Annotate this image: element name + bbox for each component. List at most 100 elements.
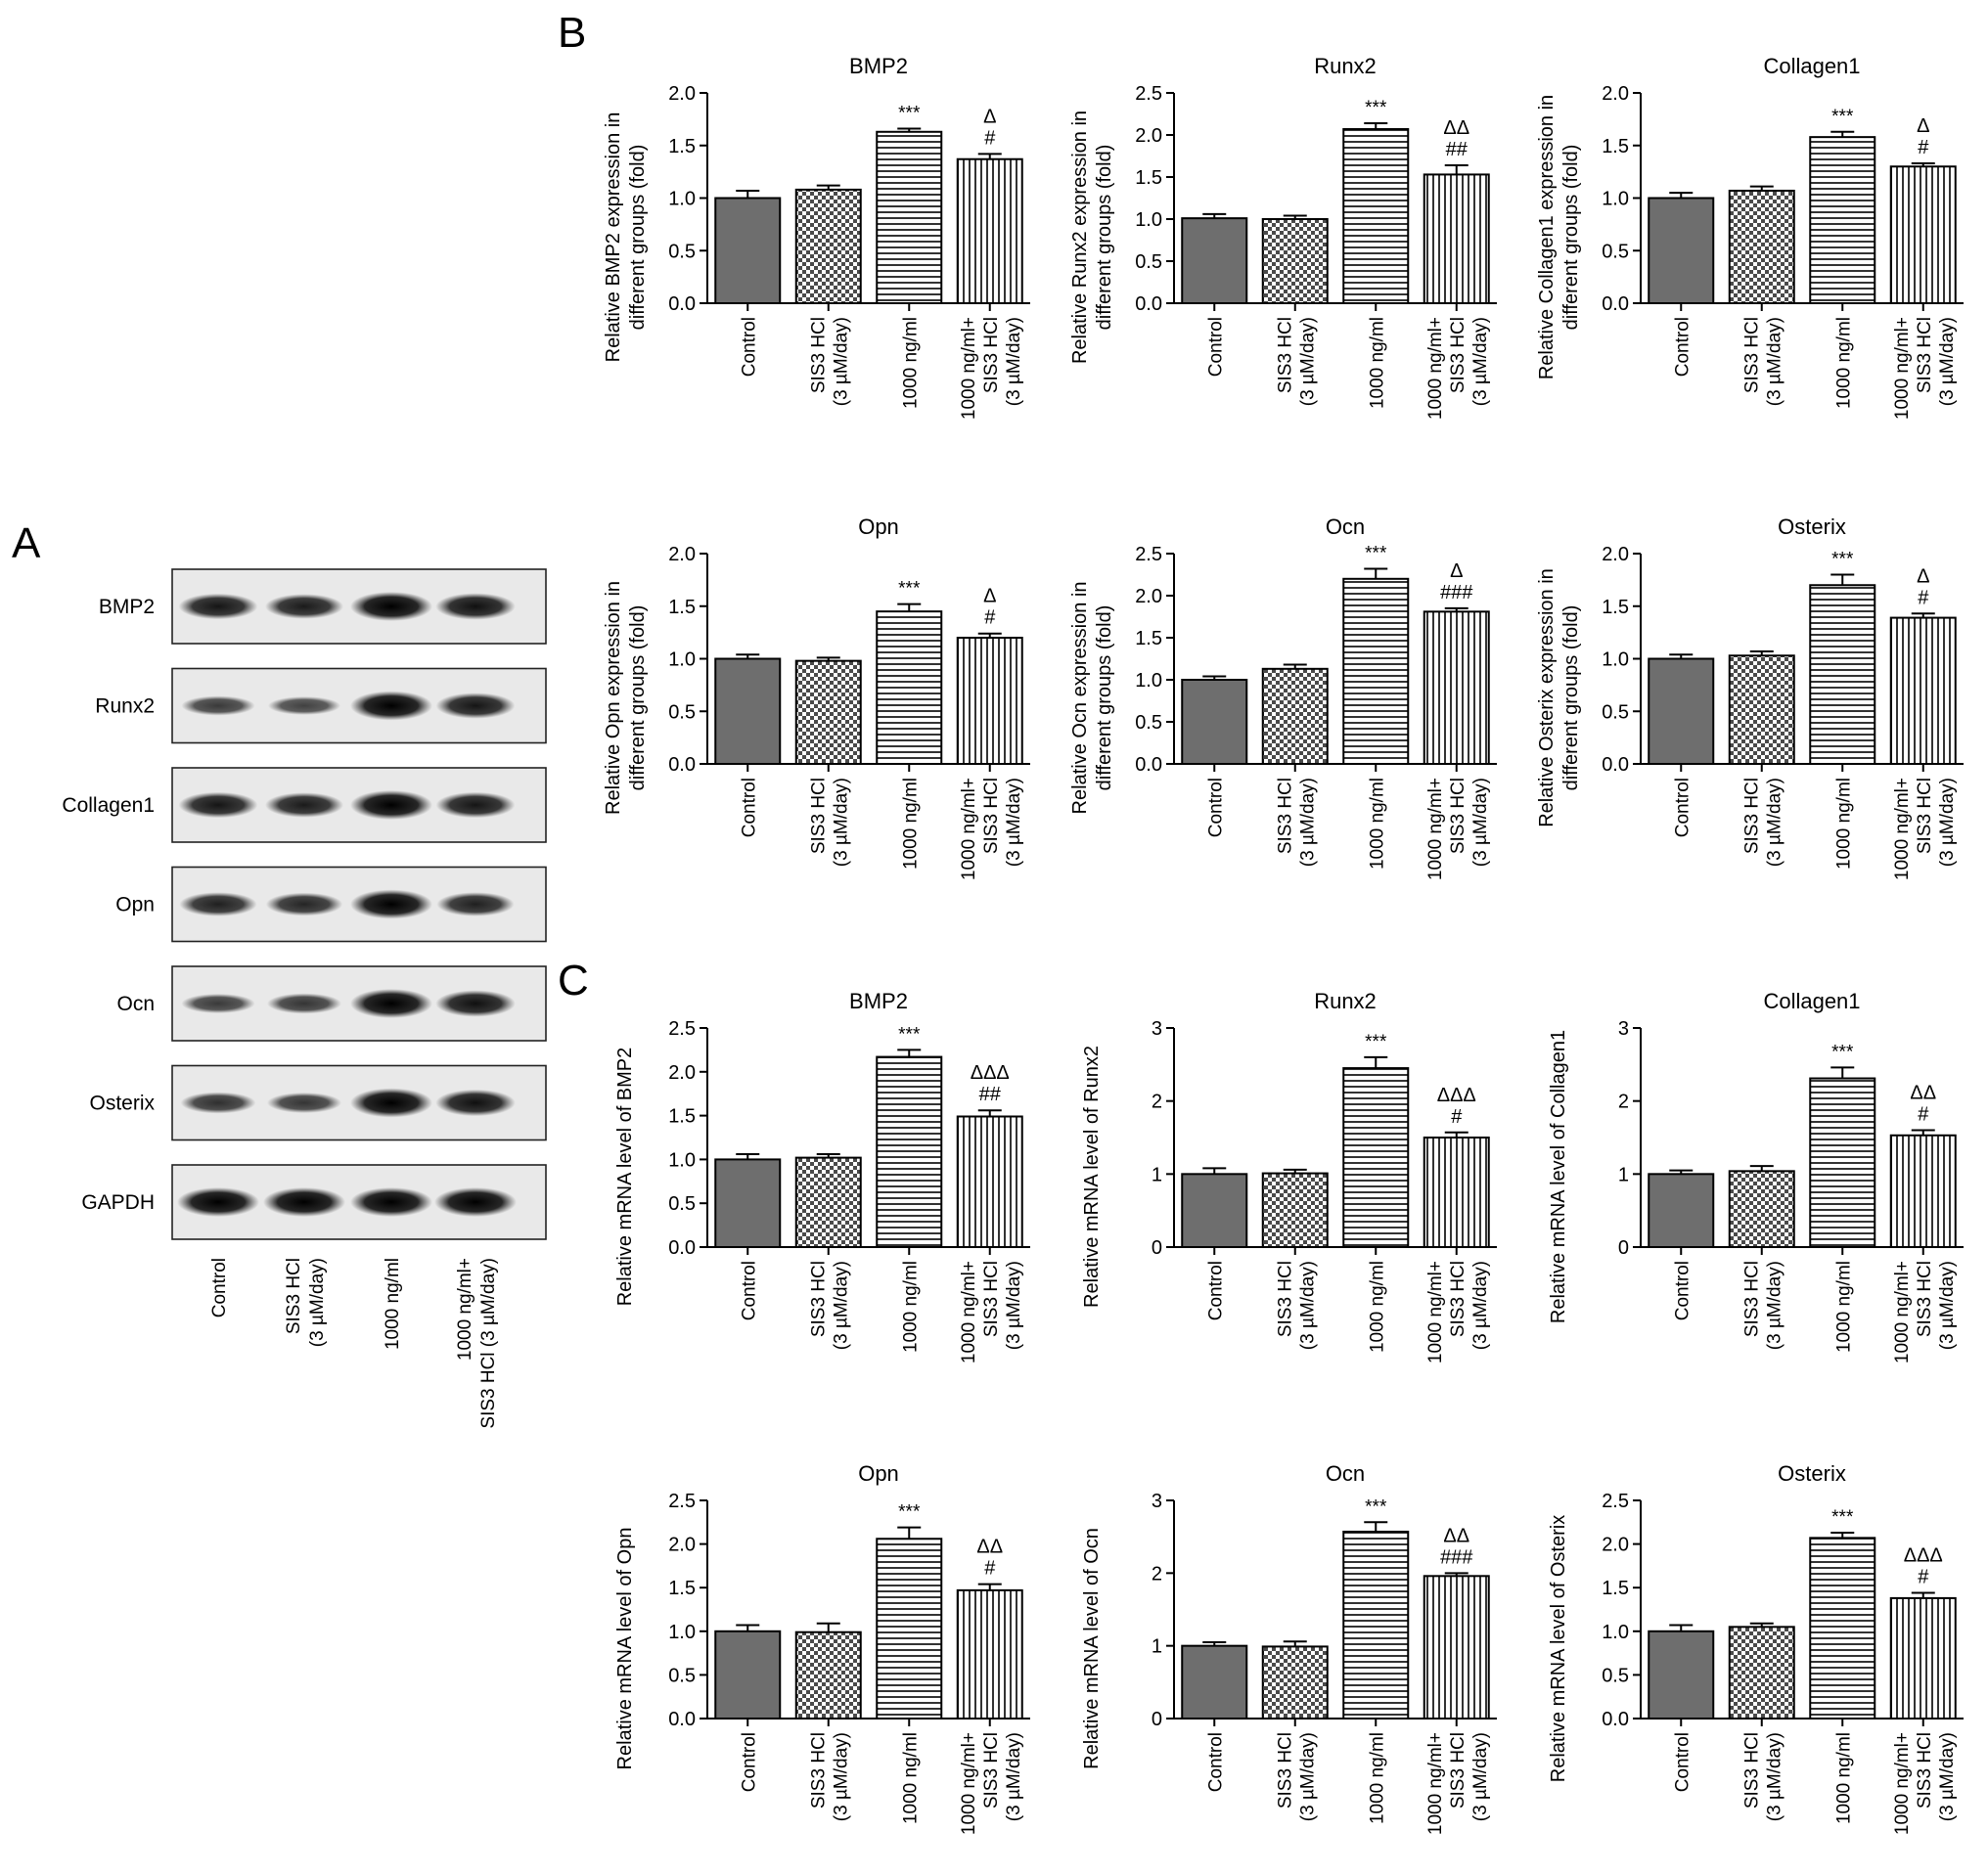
y-tick-label: 0: [1618, 1237, 1629, 1259]
bar: [1181, 1173, 1248, 1249]
y-tick-label: 2.5: [668, 1491, 696, 1512]
svg-text:1000 ng/ml: 1000 ng/ml: [900, 1261, 921, 1353]
x-tick-label: Control: [739, 1261, 759, 1320]
bar: [1728, 1170, 1795, 1249]
svg-text:1000 ng/ml+SIS3 HCl(3 µM/day): 1000 ng/ml+ SIS3 HCl (3 µM/day): [959, 1261, 1024, 1363]
svg-text:Relative Collagen1 expression: Relative Collagen1 expression in differen…: [1536, 95, 1582, 380]
x-tick-label: SIS3 HCl (3 µM/day): [1275, 778, 1318, 867]
blot-band: [435, 990, 516, 1017]
svg-text:1000 ng/ml: 1000 ng/ml: [900, 317, 921, 409]
blot-row-label: Collagen1: [62, 794, 155, 817]
bar-charts: BMP2 0.0 0.5 1.0 1.5 2.0 Relative BMP2 express…: [603, 54, 1964, 1835]
svg-text:Relative mRNA level of BMP2: Relative mRNA level of BMP2: [614, 1048, 636, 1307]
significance-label: ***: [898, 104, 921, 124]
y-tick-label: 2.0: [1135, 586, 1162, 607]
blot-band: [265, 594, 343, 619]
y-tick-label: 0.5: [668, 1665, 696, 1686]
blot-row-opn: Opn: [115, 866, 547, 943]
svg-text:Control: Control: [1672, 778, 1693, 837]
y-tick-label: 1.5: [1602, 597, 1629, 618]
y-tick-label: 3: [1152, 1018, 1162, 1040]
chart-title: Collagen1: [1763, 54, 1860, 78]
chart-c-osterix: Osterix 0.0 0.5 1.0 1.5 2.0 2.5 Relative mRNA l…: [1548, 1461, 1964, 1835]
y-tick-label: 1.5: [668, 1106, 696, 1128]
significance-label: ***: [898, 579, 921, 600]
svg-text:Control: Control: [1672, 1732, 1693, 1792]
significance-label: ***: [1831, 107, 1854, 127]
bar: [1809, 1537, 1876, 1720]
chart-c-opn: Opn 0.0 0.5 1.0 1.5 2.0 2.5 Relative mRNA level…: [614, 1461, 1030, 1835]
chart-b-opn: Opn 0.0 0.5 1.0 1.5 2.0 Relative Opn expressio…: [603, 514, 1030, 880]
blot-band: [350, 989, 432, 1018]
chart-title: Runx2: [1314, 54, 1377, 78]
blot-row-ocn: Ocn: [116, 965, 547, 1042]
chart-title: Osterix: [1778, 1461, 1846, 1486]
y-tick-label: 2.0: [1602, 1535, 1629, 1556]
significance-label: ΔΔ ##: [1443, 117, 1469, 160]
x-tick-label: Control: [1205, 1261, 1226, 1320]
x-tick-label: 1000 ng/ml: [1367, 317, 1387, 409]
significance-label: ***: [1831, 550, 1854, 570]
blot-row-label: Osterix: [89, 1093, 155, 1115]
blot-lane-label: 1000 ng/ml+ SIS3 HCl (3 µM/day): [455, 1258, 499, 1429]
y-tick-label: 0.0: [1602, 754, 1629, 776]
bar: [1261, 1645, 1329, 1720]
x-tick-label: 1000 ng/ml: [1833, 1732, 1854, 1824]
y-tick-label: 0: [1152, 1709, 1162, 1730]
svg-text:Control: Control: [739, 1261, 759, 1320]
significance-label: ***: [1365, 543, 1387, 563]
x-tick-label: 1000 ng/ml: [900, 317, 921, 409]
y-tick-label: 0.0: [668, 293, 696, 315]
significance-label: ***: [1365, 1496, 1387, 1517]
x-tick-label: 1000 ng/ml: [1367, 1261, 1387, 1353]
chart-c-ocn: Ocn 0 1 2 3 Relative mRNA level of Ocn Control…: [1081, 1461, 1497, 1835]
x-tick-label: SIS3 HCl (3 µM/day): [1275, 317, 1318, 406]
panel-letter-a: A: [12, 519, 41, 567]
bar: [876, 1538, 943, 1720]
svg-text:1000 ng/ml+SIS3 HCl(3 µM/day): 1000 ng/ml+ SIS3 HCl (3 µM/day): [959, 778, 1024, 880]
svg-text:1000 ng/ml+SIS3 HCl(3 µM/day): 1000 ng/ml+ SIS3 HCl (3 µM/day): [959, 317, 1024, 420]
bar: [1181, 1644, 1248, 1720]
significance-label: Δ #: [1917, 115, 1929, 158]
x-tick-label: 1000 ng/ml: [1367, 1732, 1387, 1824]
x-tick-label: 1000 ng/ml: [900, 1732, 921, 1824]
western-blot-panel: BMP2 Runx2 Collagen1 Opn Ocn Osterix GAPDH Cont…: [62, 568, 547, 1429]
significance-label: ***: [898, 1502, 921, 1523]
x-tick-label: 1000 ng/ml+ SIS3 HCl (3 µM/day): [959, 778, 1024, 880]
bar: [794, 188, 862, 304]
bar: [1342, 1067, 1410, 1248]
x-tick-label: 1000 ng/ml: [1833, 778, 1854, 870]
x-tick-label: SIS3 HCl (3 µM/day): [1741, 778, 1785, 867]
x-tick-label: Control: [1205, 317, 1226, 377]
x-tick-label: 1000 ng/ml+ SIS3 HCl (3 µM/day): [1425, 1732, 1491, 1835]
y-tick-label: 1.0: [1602, 1622, 1629, 1643]
svg-text:Control: Control: [1205, 1732, 1226, 1792]
y-tick-label: 2.0: [668, 83, 696, 105]
y-tick-label: 0.0: [1135, 754, 1162, 776]
y-tick-label: 1: [1618, 1164, 1629, 1185]
bar: [794, 1630, 862, 1720]
y-tick-label: 2.5: [1135, 83, 1162, 105]
y-tick-label: 0.0: [668, 1709, 696, 1730]
y-axis-label: Relative mRNA level of Ocn: [1081, 1528, 1103, 1769]
significance-label: ΔΔ ###: [1440, 1525, 1473, 1568]
svg-text:SIS3 HCl(3 µM/day): SIS3 HCl (3 µM/day): [1741, 1732, 1785, 1821]
y-axis-label: Relative Runx2 expression in different gr…: [1069, 111, 1115, 364]
blot-lane-label: Control: [209, 1258, 230, 1318]
svg-text:Control: Control: [1205, 1261, 1226, 1320]
x-tick-label: Control: [1672, 1732, 1693, 1792]
svg-text:1000 ng/ml: 1000 ng/ml: [1833, 778, 1854, 870]
y-tick-label: 1.0: [1135, 209, 1162, 231]
y-tick-label: 2.0: [1602, 83, 1629, 105]
svg-text:Relative mRNA level of Opn: Relative mRNA level of Opn: [614, 1528, 636, 1770]
svg-text:1000 ng/ml: 1000 ng/ml: [1367, 1261, 1387, 1353]
svg-text:Control: Control: [739, 1732, 759, 1792]
svg-text:1000 ng/ml+SIS3 HCl(3 µM/day): 1000 ng/ml+ SIS3 HCl (3 µM/day): [1892, 1732, 1958, 1835]
x-tick-label: Control: [739, 317, 759, 377]
bar: [876, 610, 943, 765]
y-tick-label: 1.5: [1602, 1578, 1629, 1599]
bar: [1889, 616, 1957, 766]
chart-b-osterix: Osterix 0.0 0.5 1.0 1.5 2.0 Relative Osterix e…: [1536, 514, 1964, 880]
blot-band: [178, 593, 258, 620]
